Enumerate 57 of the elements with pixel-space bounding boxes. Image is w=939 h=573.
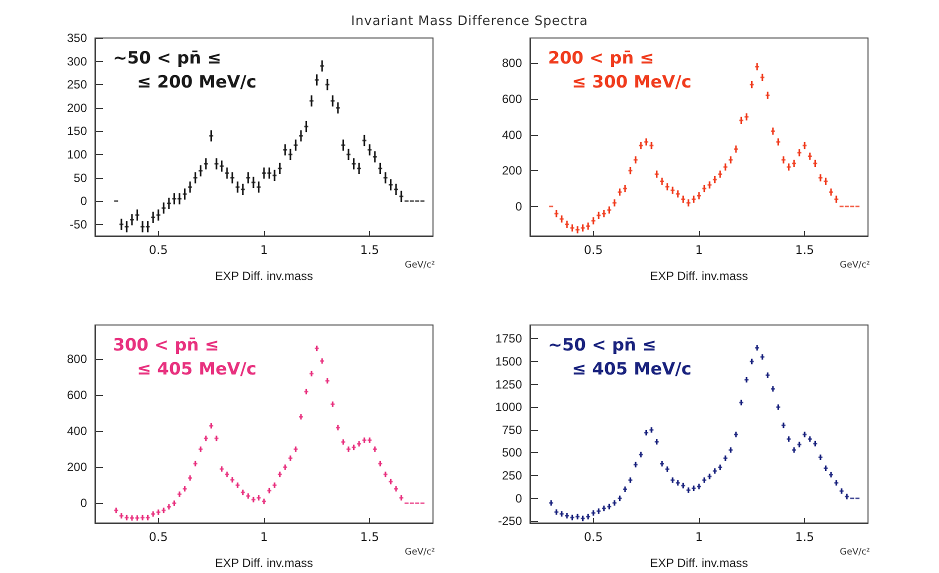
- y-tick-label: 600: [502, 92, 522, 106]
- y-tick-label: 200: [502, 164, 522, 178]
- annotation: 300 < pn̄ ≤: [113, 336, 220, 356]
- y-tick-label: 800: [66, 352, 88, 366]
- y-tick-label: 600: [66, 388, 88, 402]
- y-tick-label: 300: [66, 54, 88, 68]
- annotation: ≤ 300 MeV/c: [572, 72, 692, 92]
- x-axis-title: EXP Diff. inv.mass: [650, 556, 748, 570]
- x-tick-label: 0.5: [148, 243, 168, 257]
- x-tick-label: 1: [695, 243, 703, 257]
- text: GeV/c²: [840, 260, 870, 270]
- y-tick-label: 0: [80, 496, 88, 510]
- x-tick-label: 1.5: [360, 530, 380, 544]
- x-tick-label: 1.5: [360, 243, 380, 257]
- y-tick-label: 250: [66, 78, 88, 92]
- y-tick-label: 1750: [495, 332, 522, 346]
- y-tick-label: 750: [502, 422, 522, 437]
- x-tick-label: 0.5: [584, 243, 603, 257]
- x-axis-title: EXP Diff. inv.mass: [650, 269, 748, 283]
- y-tick-label: 350: [66, 31, 88, 45]
- x-tick-label: 0.5: [148, 530, 168, 544]
- x-axis-title: EXP Diff. inv.mass: [214, 269, 314, 283]
- y-tick-label: 0: [80, 194, 88, 208]
- y-tick-label: 200: [66, 100, 88, 115]
- annotation: ≤ 405 MeV/c: [137, 360, 256, 380]
- annotation: ∼50 < pn̄ ≤: [113, 48, 222, 68]
- y-tick-label: 0: [515, 491, 522, 506]
- y-tick-label: 50: [74, 170, 88, 185]
- text: Invariant Mass Difference Spectra: [350, 14, 589, 29]
- y-tick-label: 1500: [495, 354, 522, 368]
- y-tick-label: -250: [498, 514, 522, 528]
- x-tick-label: 1: [695, 530, 703, 544]
- x-axis-title: EXP Diff. inv.mass: [214, 556, 314, 570]
- annotation: ∼50 < pn̄ ≤: [548, 336, 656, 356]
- text: GeV/c²: [404, 548, 436, 558]
- y-tick-label: -50: [70, 217, 88, 232]
- y-tick-label: 150: [66, 124, 88, 138]
- y-tick-label: 400: [502, 128, 522, 142]
- x-tick-label: 0.5: [584, 530, 603, 544]
- y-tick-label: 0: [515, 199, 522, 214]
- text: GeV/c²: [404, 260, 436, 270]
- y-tick-label: 400: [66, 424, 88, 438]
- annotation: 200 < pn̄ ≤: [548, 48, 654, 68]
- y-tick-label: 200: [66, 460, 88, 474]
- annotation: ≤ 405 MeV/c: [572, 360, 692, 380]
- y-tick-label: 250: [502, 468, 522, 483]
- x-tick-label: 1.5: [795, 530, 814, 544]
- x-tick-label: 1: [260, 530, 268, 544]
- text: GeV/c²: [840, 548, 870, 558]
- y-tick-label: 1000: [495, 400, 522, 414]
- x-tick-label: 1: [260, 243, 268, 257]
- y-tick-label: 1250: [495, 377, 522, 392]
- x-tick-label: 1.5: [795, 243, 814, 257]
- y-tick-label: 800: [502, 56, 522, 70]
- y-tick-label: 100: [66, 147, 88, 162]
- y-tick-label: 500: [502, 446, 522, 460]
- annotation: ≤ 200 MeV/c: [137, 72, 256, 92]
